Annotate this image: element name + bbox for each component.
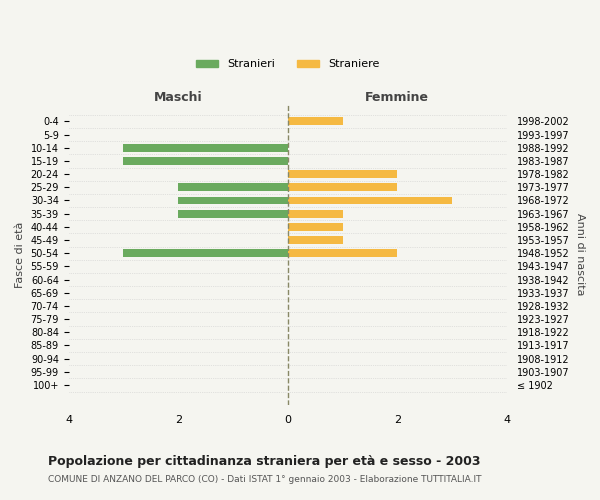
- Bar: [124, 144, 288, 152]
- Text: Femmine: Femmine: [365, 92, 429, 104]
- Bar: [288, 236, 343, 244]
- Bar: [288, 210, 343, 218]
- Bar: [288, 184, 397, 192]
- Bar: [288, 170, 397, 178]
- Legend: Stranieri, Straniere: Stranieri, Straniere: [191, 55, 384, 74]
- Bar: [288, 223, 343, 231]
- Y-axis label: Anni di nascita: Anni di nascita: [575, 214, 585, 296]
- Bar: [178, 210, 288, 218]
- Bar: [178, 196, 288, 204]
- Text: Maschi: Maschi: [154, 92, 203, 104]
- Bar: [178, 184, 288, 192]
- Bar: [288, 249, 397, 257]
- Bar: [288, 118, 343, 126]
- Y-axis label: Fasce di età: Fasce di età: [15, 222, 25, 288]
- Text: COMUNE DI ANZANO DEL PARCO (CO) - Dati ISTAT 1° gennaio 2003 - Elaborazione TUTT: COMUNE DI ANZANO DEL PARCO (CO) - Dati I…: [48, 475, 482, 484]
- Bar: [288, 196, 452, 204]
- Bar: [124, 157, 288, 165]
- Text: Popolazione per cittadinanza straniera per età e sesso - 2003: Popolazione per cittadinanza straniera p…: [48, 455, 481, 468]
- Bar: [124, 249, 288, 257]
